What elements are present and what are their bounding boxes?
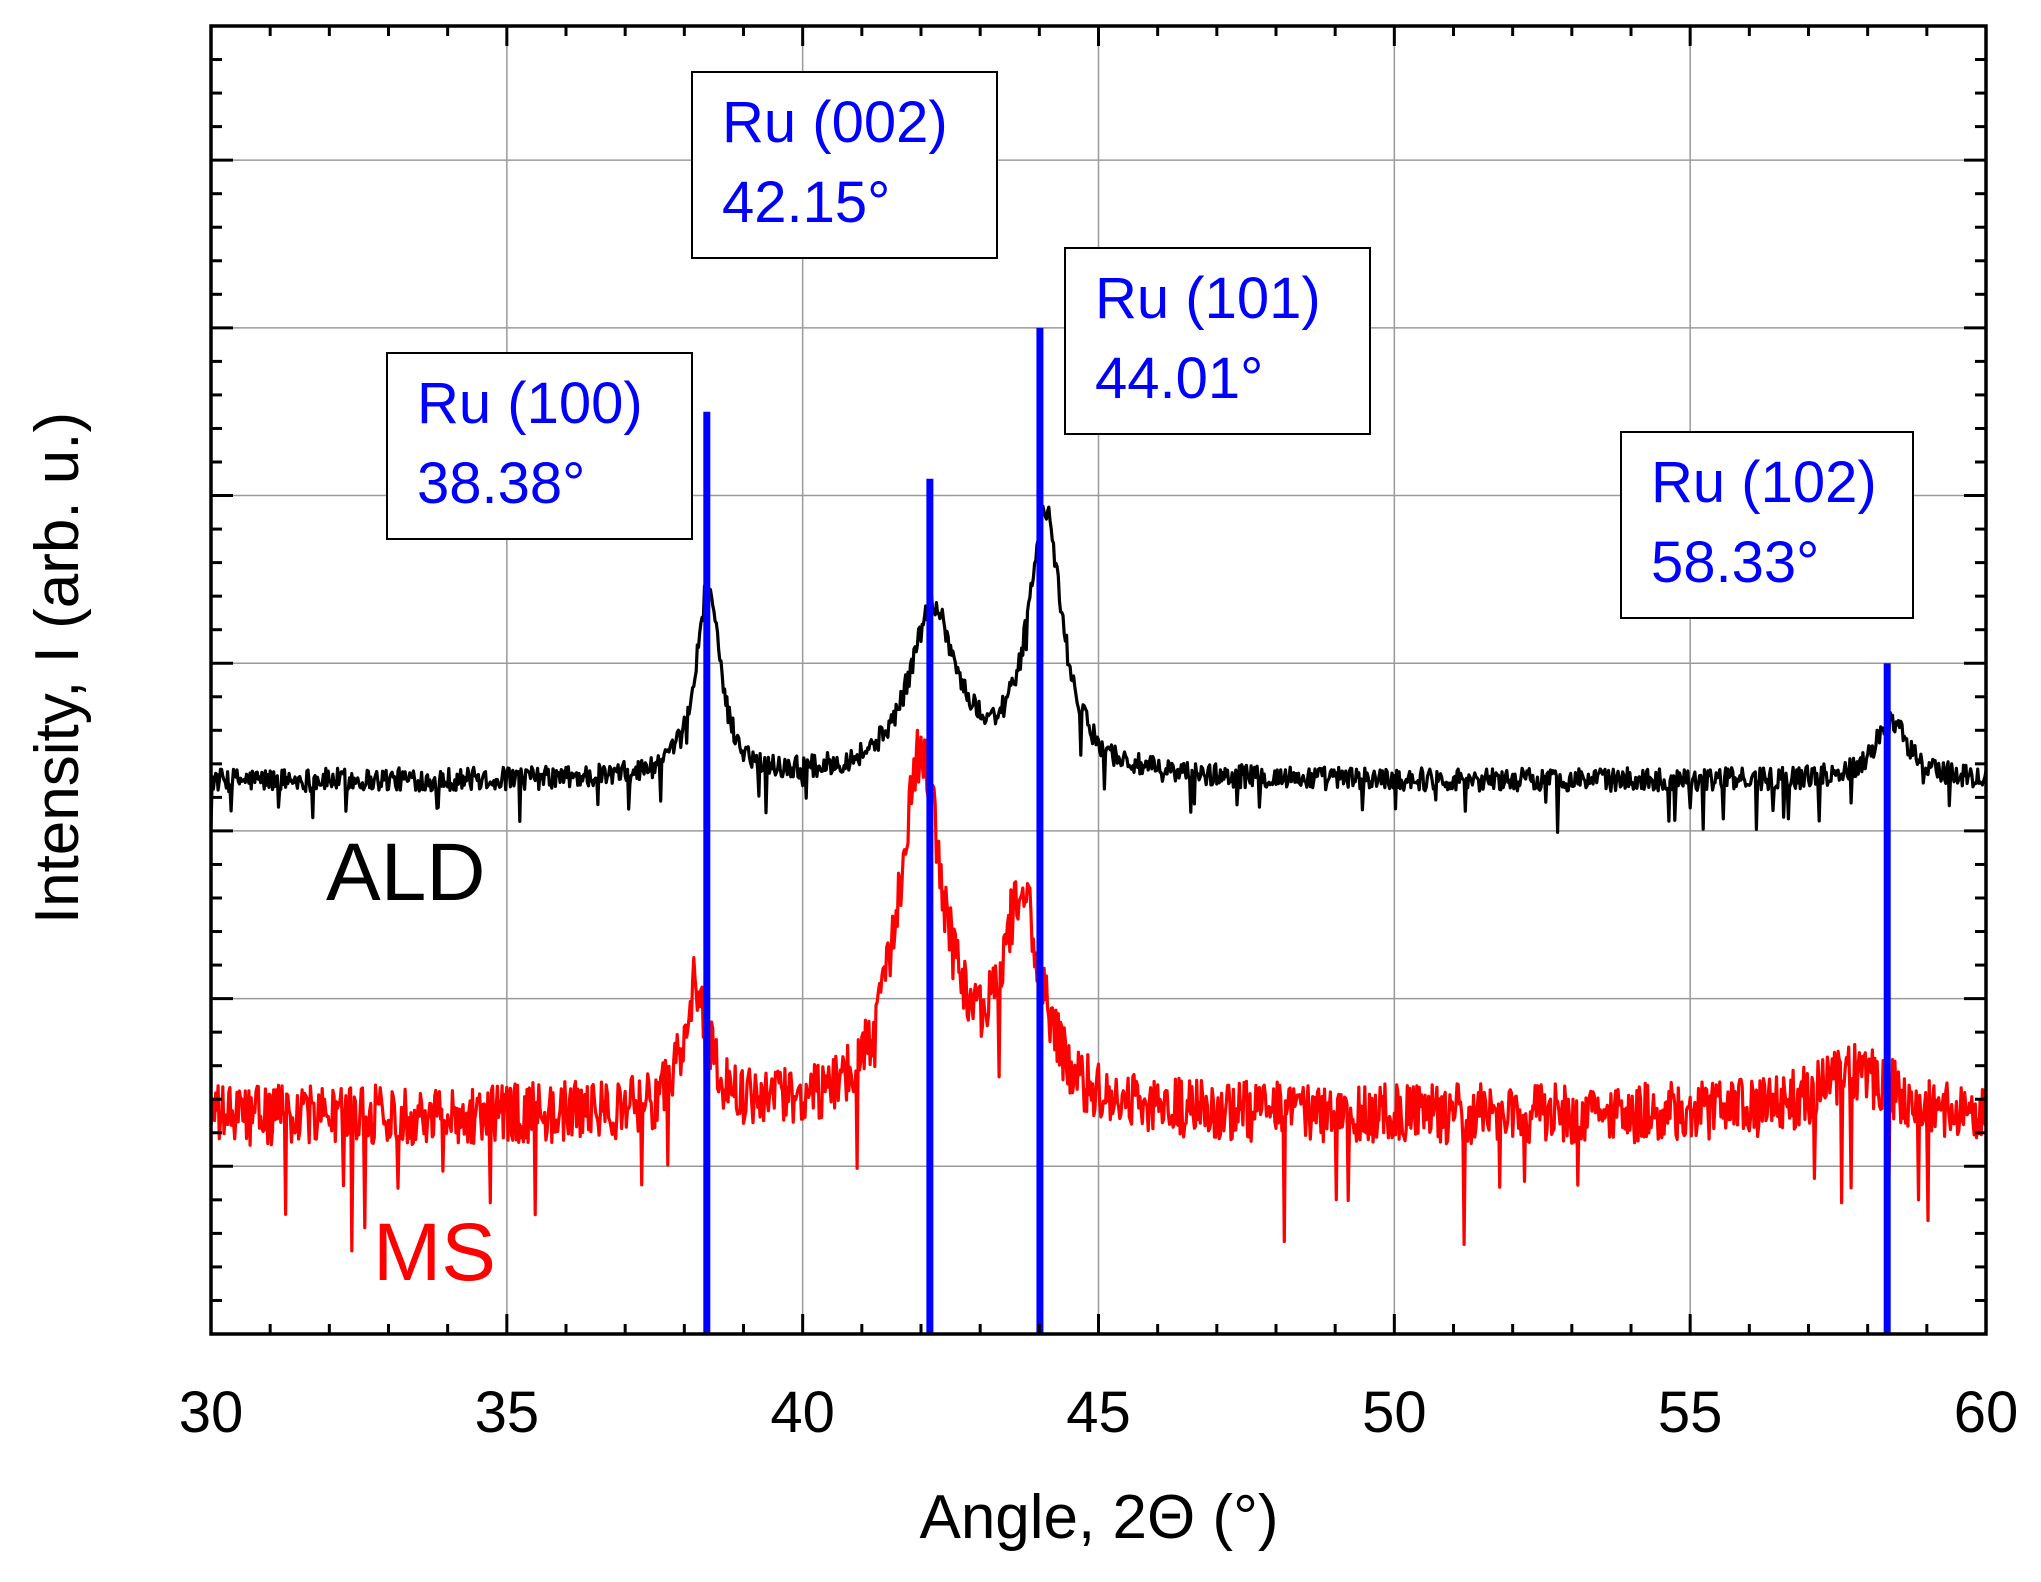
peak-box-3 — [1064, 247, 1371, 435]
series-line-ms — [209, 728, 1988, 1253]
x-tick-label-35: 35 — [475, 1380, 540, 1445]
peak-annotations: Ru (100) 38.38° Ru (002) 42.15° Ru (101) 44.0… — [386, 71, 1914, 619]
peak-angle-3: 44.01° — [1095, 346, 1263, 411]
axis-ticks — [209, 24, 1988, 1336]
x-tick-label-60: 60 — [1954, 1380, 2019, 1445]
peak-label-4: Ru (102) — [1651, 450, 1877, 515]
x-tick-label-55: 55 — [1658, 1380, 1723, 1445]
peak-angle-1: 38.38° — [417, 451, 585, 516]
ms-label: MS — [373, 1207, 496, 1298]
peak-box-1 — [386, 352, 693, 540]
y-axis-title: Intensity, I (arb. u.) — [23, 412, 92, 924]
x-tick-label-50: 50 — [1362, 1380, 1427, 1445]
series-layer — [209, 504, 1988, 1253]
reference-lines — [703, 327, 1891, 1334]
x-tick-label-40: 40 — [770, 1380, 835, 1445]
ald-label: ALD — [326, 827, 486, 918]
x-tick-label-45: 45 — [1066, 1380, 1131, 1445]
x-axis-title: Angle, 2Θ (°) — [919, 1483, 1278, 1552]
peak-box-2 — [691, 71, 998, 259]
peak-label-3: Ru (101) — [1095, 266, 1321, 331]
peak-box-4 — [1620, 431, 1914, 619]
series-line-ald — [209, 504, 1988, 834]
peak-label-2: Ru (002) — [722, 90, 948, 155]
peak-label-1: Ru (100) — [417, 371, 643, 436]
peak-angle-4: 58.33° — [1651, 530, 1819, 595]
peak-angle-2: 42.15° — [722, 170, 890, 235]
chart-text: Angle, 2Θ (°) Intensity, I (arb. u.) ALD… — [23, 412, 2018, 1552]
x-tick-label-30: 30 — [179, 1380, 244, 1445]
grid — [211, 26, 1986, 1334]
